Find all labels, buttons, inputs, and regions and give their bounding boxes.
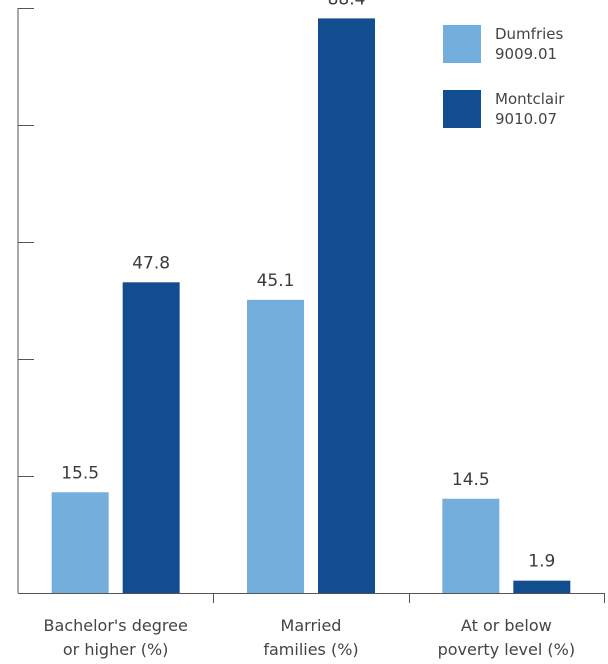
bar-1-1 [318, 18, 375, 593]
x-tick-label-0-0: Bachelor's degree [44, 616, 188, 635]
y-axis [17, 8, 34, 594]
bar-2-0 [442, 498, 500, 593]
x-tick-label-1-1: families (%) [263, 640, 358, 659]
bars [51, 18, 571, 593]
x-tick-label-1-0: Married [281, 616, 342, 635]
data-label-0-0: 15.5 [61, 463, 99, 483]
data-labels: 15.5 47.8 45.1 88.4 14.5 1.9 [61, 0, 555, 572]
legend-label-1-0: Montclair [495, 90, 565, 108]
x-tick-label-0-1: or higher (%) [63, 640, 169, 659]
bar-0-1 [122, 282, 180, 593]
x-tick-label-2-1: poverty level (%) [438, 640, 575, 659]
x-axis: Bachelor's degree or higher (%) Married fam… [18, 593, 605, 659]
legend-swatch-1 [443, 90, 481, 128]
data-label-2-1: 1.9 [528, 552, 555, 572]
data-label-2-0: 14.5 [452, 470, 490, 490]
x-tick-label-2-0: At or below [461, 616, 552, 635]
legend-swatch-0 [443, 25, 481, 63]
bar-2-1 [513, 580, 571, 593]
data-label-0-1: 47.8 [132, 253, 170, 273]
bar-1-0 [247, 299, 304, 593]
data-label-1-1: 88.4 [328, 0, 366, 9]
legend-label-0-0: Dumfries [495, 25, 564, 43]
legend-label-1-1: 9010.07 [495, 110, 557, 128]
bar-0-0 [51, 492, 109, 593]
legend-label-0-1: 9009.01 [495, 45, 557, 63]
legend: Dumfries 9009.01 Montclair 9010.07 [443, 25, 565, 128]
data-label-1-0: 45.1 [257, 271, 295, 291]
